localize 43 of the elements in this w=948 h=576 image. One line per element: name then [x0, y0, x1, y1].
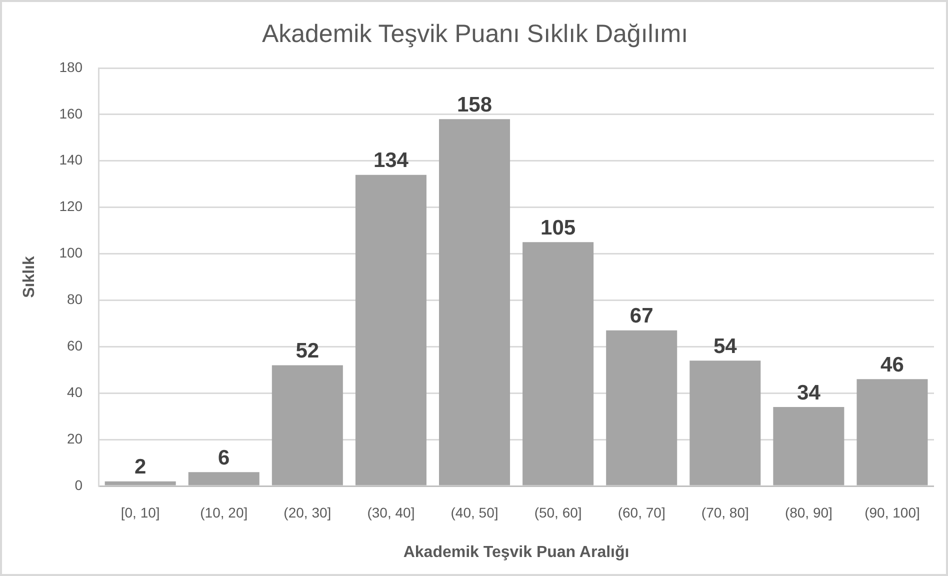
data-label: 158: [456, 93, 492, 116]
bar: [272, 365, 343, 486]
y-tick-label: 180: [59, 58, 83, 75]
data-label: 67: [630, 304, 654, 328]
bar: [606, 330, 678, 486]
y-tick-label: 80: [66, 291, 83, 308]
data-label: 54: [713, 334, 738, 358]
bar: [522, 242, 594, 486]
x-tick-label: (80, 90]: [784, 504, 832, 520]
y-tick-label: 100: [59, 244, 83, 261]
x-tick-label: (50, 60]: [534, 504, 582, 520]
y-tick-label: 0: [74, 476, 83, 493]
x-tick-label: (20, 30]: [284, 504, 332, 520]
y-tick-label: 160: [59, 105, 83, 122]
y-tick-label: 40: [66, 384, 83, 400]
bar: [690, 360, 761, 486]
x-tick-label: (30, 40]: [367, 504, 415, 520]
data-label: 46: [880, 353, 904, 376]
bar: [188, 472, 260, 486]
data-label: 6: [218, 446, 230, 470]
y-axis-title: Sıklık: [21, 256, 38, 298]
data-label: 134: [373, 149, 409, 172]
bar: [104, 481, 176, 486]
data-label: 34: [797, 381, 821, 404]
bar: [856, 379, 928, 486]
y-tick-label: 20: [66, 430, 83, 446]
bar: [773, 407, 844, 486]
x-tick-label: (40, 50]: [450, 504, 498, 520]
data-label: 105: [540, 216, 576, 240]
y-tick-label: 140: [59, 152, 83, 168]
bar: [355, 174, 426, 486]
x-tick-label: [0, 10]: [120, 504, 160, 520]
x-tick-label: (10, 20]: [200, 504, 248, 520]
y-tick-label: 60: [66, 338, 83, 354]
x-tick-label: (90, 100]: [864, 504, 920, 520]
x-tick-label: (60, 70]: [618, 504, 666, 520]
bar: [439, 119, 510, 486]
x-axis-title: Akademik Teşvik Puan Aralığı: [403, 544, 630, 561]
x-tick-label: (70, 80]: [701, 504, 749, 520]
data-label: 52: [296, 340, 320, 363]
data-label: 2: [134, 456, 146, 479]
chart-title: Akademik Teşvik Puanı Sıklık Dağılımı: [262, 20, 688, 48]
y-tick-label: 120: [59, 198, 83, 214]
